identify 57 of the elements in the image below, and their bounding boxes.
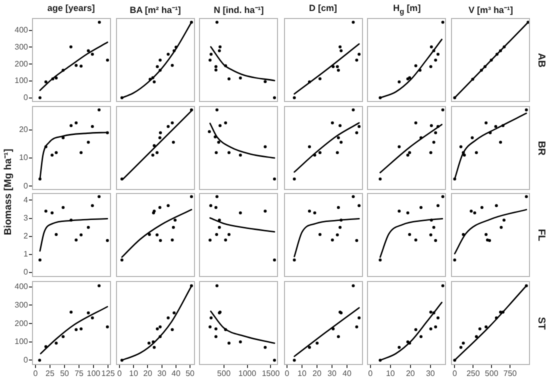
x-tick-label: 30 (157, 369, 167, 378)
x-tick-label: 0 (117, 369, 122, 378)
x-tick-label: 0 (452, 369, 458, 378)
y-tick-label: 0 (23, 92, 28, 102)
x-tick-label: 1000 (238, 369, 258, 378)
x-tick-label: 500 (217, 369, 232, 378)
y-tick-label: 400 (14, 282, 28, 292)
x-tick-label: 100 (86, 369, 100, 378)
x-tick-label: 25 (45, 369, 55, 378)
x-tick-label: 750 (504, 369, 518, 378)
x-tick-label: 0 (284, 369, 290, 378)
y-tick-label: 20 (18, 125, 28, 134)
x-tick-label: 1500 (262, 369, 280, 378)
x-tick-label: 50 (60, 369, 70, 378)
x-tick-label: 20 (143, 369, 153, 378)
x-tick-label: 75 (74, 369, 84, 378)
x-tick-label: 20 (312, 369, 322, 378)
y-tick-label: 300 (14, 300, 28, 310)
x-tick-label: 500 (485, 369, 500, 378)
y-tick-label: 0 (23, 268, 28, 277)
x-tick-label: 30 (327, 369, 336, 378)
x-tick-label: 10 (297, 369, 306, 378)
chart-title: BA [m² ha⁻¹] (128, 4, 182, 16)
text: AB (534, 52, 548, 70)
text: BR (534, 140, 548, 158)
x-tick-label: 40 (342, 369, 352, 378)
x-tick-label: 125 (101, 369, 115, 378)
text: FL (534, 228, 548, 244)
chart-title: H$_{g}$ [m] (392, 3, 422, 16)
x-tick-label: 0 (32, 369, 38, 378)
x-tick-label: 10 (386, 369, 396, 378)
text: ST (534, 316, 548, 332)
y-tick-label: 0 (23, 181, 28, 190)
y-tick-label: 0 (23, 355, 28, 364)
chart-title: V [m³ ha⁻¹] (467, 4, 514, 16)
y-tick-label: 300 (14, 42, 28, 52)
chart-title: age [years] (46, 3, 96, 13)
x-tick-label: 50 (185, 369, 195, 378)
y-tick-label: 100 (14, 76, 28, 86)
y-tick-label: 10 (18, 153, 28, 162)
x-tick-label: 0 (368, 369, 374, 378)
y-axis-title: Biomass [Mg ha⁻¹] (2, 148, 14, 235)
x-tick-label: 10 (128, 369, 138, 378)
chart-title: N [ind. ha⁻¹] (212, 4, 265, 16)
y-tick-label: 1 (23, 250, 28, 259)
chart-title: D [cm] (308, 3, 338, 13)
y-tick-label: 400 (14, 26, 28, 35)
y-tick-label: 3 (23, 213, 28, 222)
y-tick-label: 200 (14, 318, 28, 328)
y-tick-label: 200 (14, 59, 28, 68)
x-tick-label: 20 (406, 369, 416, 378)
y-tick-label: 100 (14, 337, 28, 346)
x-tick-label: 250 (466, 369, 481, 378)
y-tick-label: 2 (23, 232, 28, 241)
x-tick-label: 40 (171, 369, 181, 378)
x-tick-label: 30 (426, 369, 436, 378)
y-tick-label: 4 (23, 195, 28, 204)
